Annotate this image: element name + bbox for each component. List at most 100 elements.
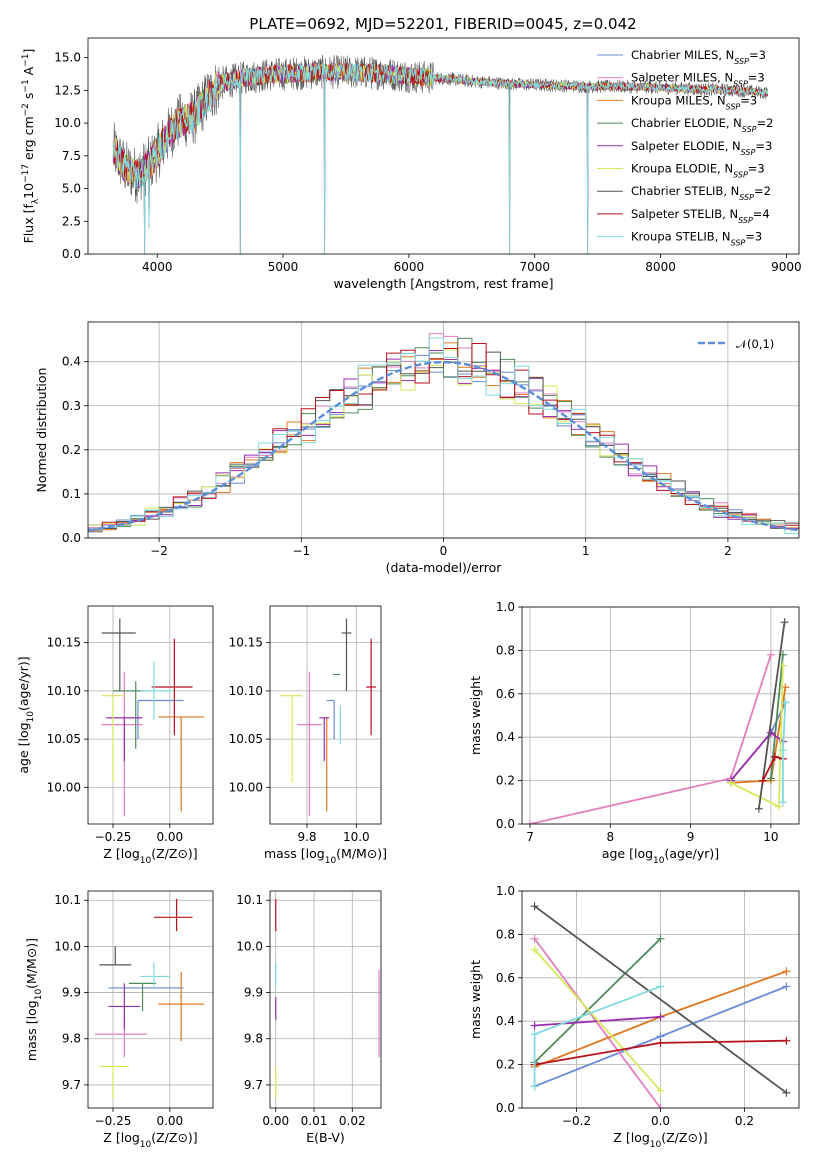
y-tick-label: 0.2 — [496, 1058, 515, 1072]
x-axis-label: mass [log10(M/M⊙)] — [264, 846, 387, 866]
panel-spectrum: 4000 5000 6000 7000 8000 9000 0.0 2.5 5.0 7.5 10.0… — [21, 37, 802, 291]
weight-marker — [726, 778, 735, 787]
legend-entry: Kroupa STELIB, NSSP=3 — [631, 230, 762, 248]
weight-line — [770, 654, 784, 779]
axes-frame — [87, 605, 214, 825]
panel-residuals: −2 −1 0 1 2 0.0 0.1 0.2 0.3 0.4 (data-model)/error… — [34, 321, 800, 575]
x-axis-label: Z [log10(Z/Z⊙)] — [103, 1130, 197, 1150]
y-tick-label: 9.8 — [62, 1032, 81, 1046]
spectrum-line-8 — [112, 62, 768, 254]
figure-title: PLATE=0692, MJD=52201, FIBERID=0045, z=0… — [249, 15, 636, 33]
x-tick-label: 9 — [687, 830, 695, 844]
errorbar-point — [99, 946, 132, 966]
errorbar-point — [137, 699, 184, 740]
x-tick-label: −0.25 — [95, 830, 132, 844]
y-tick-label: 0.4 — [496, 1014, 515, 1028]
y-axis-label: mass weight — [468, 960, 483, 1039]
x-axis-label: Z [log10(Z/Z⊙)] — [613, 1130, 707, 1150]
y-tick-label: 10.15 — [229, 636, 263, 650]
y-tick-label: 10.10 — [47, 684, 81, 698]
weight-line — [533, 938, 662, 1064]
x-tick-label: −0.25 — [95, 1114, 132, 1128]
x-tick-label: 0.00 — [156, 1114, 183, 1128]
y-tick-label: 15.0 — [54, 51, 81, 65]
weight-marker — [782, 982, 791, 991]
y-tick-label: 9.9 — [62, 986, 81, 1000]
y-axis-label: age [log10(age/yr)] — [16, 656, 36, 773]
plot-area — [530, 902, 791, 1108]
x-tick-label: 0.2 — [735, 1114, 754, 1128]
errorbar-point — [106, 717, 143, 762]
weight-marker — [656, 1086, 665, 1095]
weight-marker — [778, 798, 787, 807]
weight-marker — [656, 1104, 665, 1108]
histogram-8 — [88, 337, 799, 538]
y-tick-label: 0.0 — [496, 1101, 515, 1115]
panel-age-vs-Z: −0.25 0.00 10.00 10.05 10.10 10.15 Z [log10(Z/… — [16, 605, 214, 866]
errorbar-point — [108, 983, 141, 1030]
weight-marker — [781, 698, 790, 707]
y-tick-label: 10.1 — [54, 893, 81, 907]
y-tick-label: 0.2 — [62, 443, 81, 457]
plot-area — [88, 333, 799, 538]
errorbar-point — [101, 618, 136, 691]
panel-mass-weight-vs-age: 7 8 9 10 0.0 0.2 0.4 0.6 0.8 1.0 age [log10(age/yr… — [468, 600, 800, 866]
x-axis-label: (data-model)/error — [386, 560, 503, 575]
weight-line — [529, 654, 772, 824]
x-tick-label: 10 — [763, 830, 778, 844]
errorbar-point — [366, 638, 377, 736]
weight-marker — [530, 902, 539, 911]
legend: Chabrier MILES, NSSP=3 Salpeter MILES, NS… — [597, 48, 773, 247]
weight-line — [533, 949, 662, 1092]
x-tick-label: 10.0 — [343, 830, 370, 844]
errorbar-point — [94, 1015, 148, 1058]
panel-mass-vs-EBV: 0.00 0.01 0.02 9.7 9.8 9.9 10.0 10.1 E(B-V) — [236, 890, 382, 1145]
legend-entry: 𝒩(0,1) — [736, 337, 774, 351]
y-tick-label: 10.15 — [47, 636, 81, 650]
x-tick-label: 0.00 — [262, 1114, 289, 1128]
y-tick-label: 10.1 — [236, 893, 263, 907]
y-tick-label: 10.0 — [236, 939, 263, 953]
axes-frame — [269, 605, 382, 825]
axes-frame — [269, 890, 382, 1109]
y-tick-label: 12.5 — [54, 83, 81, 97]
weight-marker — [530, 1030, 539, 1039]
legend-entry: Salpeter STELIB, NSSP=4 — [631, 207, 770, 225]
weight-marker — [766, 774, 775, 783]
y-tick-label: 0.0 — [496, 817, 515, 831]
errorbar-point — [113, 681, 145, 749]
errorbar-point — [101, 671, 143, 817]
weight-marker — [656, 1012, 665, 1021]
y-tick-label: 1.0 — [496, 600, 515, 614]
x-tick-label: 1 — [582, 544, 590, 558]
y-axis-label: Normed distribution — [34, 368, 49, 493]
x-tick-label: 6000 — [394, 260, 425, 274]
x-tick-label: 0.01 — [301, 1114, 328, 1128]
plot-area — [526, 618, 790, 824]
axes-frame — [521, 606, 800, 825]
weight-marker — [780, 618, 789, 627]
y-tick-label: 0.3 — [62, 399, 81, 413]
errorbar-point — [326, 699, 335, 740]
weight-line — [533, 938, 662, 1108]
x-tick-label: −2 — [150, 544, 168, 558]
y-tick-label: 0.0 — [62, 247, 81, 261]
x-axis-label: Z [log10(Z/Z⊙)] — [103, 846, 197, 866]
y-tick-label: 9.7 — [62, 1078, 81, 1092]
y-axis-label: mass [log10(M/M⊙)] — [24, 938, 44, 1061]
weight-marker — [782, 1036, 791, 1045]
x-tick-label: 7000 — [519, 260, 550, 274]
legend-entry: Chabrier MILES, NSSP=3 — [631, 48, 766, 66]
errorbar-point — [140, 661, 173, 720]
y-tick-label: 10.0 — [54, 939, 81, 953]
errorbar-point — [101, 695, 125, 783]
plot-area — [101, 618, 204, 817]
errorbar-point — [158, 971, 204, 1042]
y-tick-label: 0.6 — [496, 687, 515, 701]
y-tick-label: 0.1 — [62, 487, 81, 501]
weight-marker — [656, 982, 665, 991]
y-axis-label: Flux [fλ10−17 erg cm−2 s−1 A−1] — [21, 49, 41, 244]
plot-area — [279, 618, 377, 817]
errorbar-point — [341, 618, 352, 691]
y-tick-label: 9.9 — [244, 986, 263, 1000]
